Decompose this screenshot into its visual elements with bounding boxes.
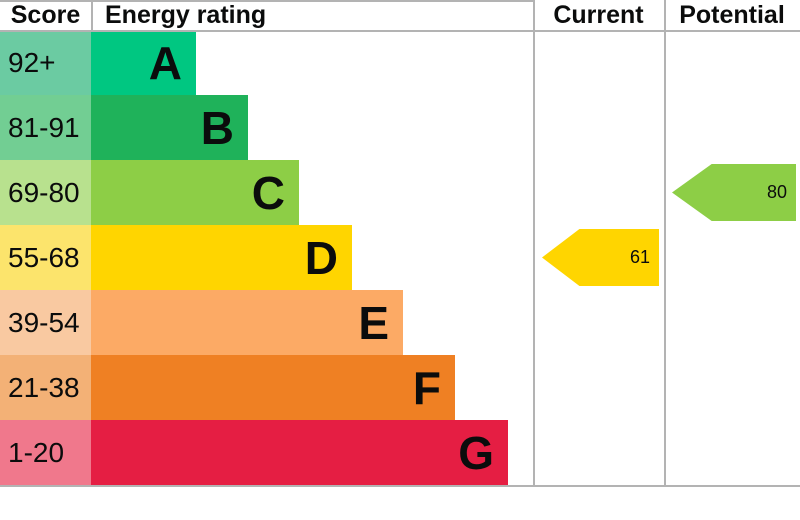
score-range-cell: 69-80 [0,160,91,225]
score-range-cell: 21-38 [0,355,91,420]
score-range-cell: 55-68 [0,225,91,290]
band-row-a: 92+ A [0,30,533,95]
score-column-header: Score [10,1,81,29]
rating-bar: B [91,95,248,160]
band-row-c: 69-80 C [0,160,533,225]
band-row-g: 1-20 G [0,420,533,485]
grid-top-line [0,0,533,2]
band-row-b: 81-91 B [0,95,533,160]
chart-header-row: Score Energy rating Current Potential [0,0,800,30]
grid-potential-divider [664,0,666,487]
grid-score-divider [91,0,93,32]
band-row-f: 21-38 F [0,355,533,420]
score-range-cell: 39-54 [0,290,91,355]
current-value: 61 [629,247,650,267]
rating-bar: C [91,160,299,225]
score-range-cell: 92+ [0,30,91,95]
grid-bottom-line [0,485,800,487]
energy-rating-column-header: Energy rating [105,1,267,29]
band-row-d: 55-68 D [0,225,533,290]
current-column-header: Current [553,1,644,29]
score-range-cell: 81-91 [0,95,91,160]
rating-bar: A [91,30,196,95]
band-row-e: 39-54 E [0,290,533,355]
rating-bar: D [91,225,352,290]
potential-value: 80 [766,182,787,202]
rating-bands: 92+ A 81-91 B 69-80 C 55-68 D 39-54 E 21… [0,30,800,485]
rating-bar: F [91,355,455,420]
rating-bar: E [91,290,403,355]
rating-bar: G [91,420,508,485]
grid-current-divider [533,0,535,487]
potential-column-header: Potential [679,1,785,29]
score-range-cell: 1-20 [0,420,91,485]
grid-header-bottom-line [0,30,800,32]
